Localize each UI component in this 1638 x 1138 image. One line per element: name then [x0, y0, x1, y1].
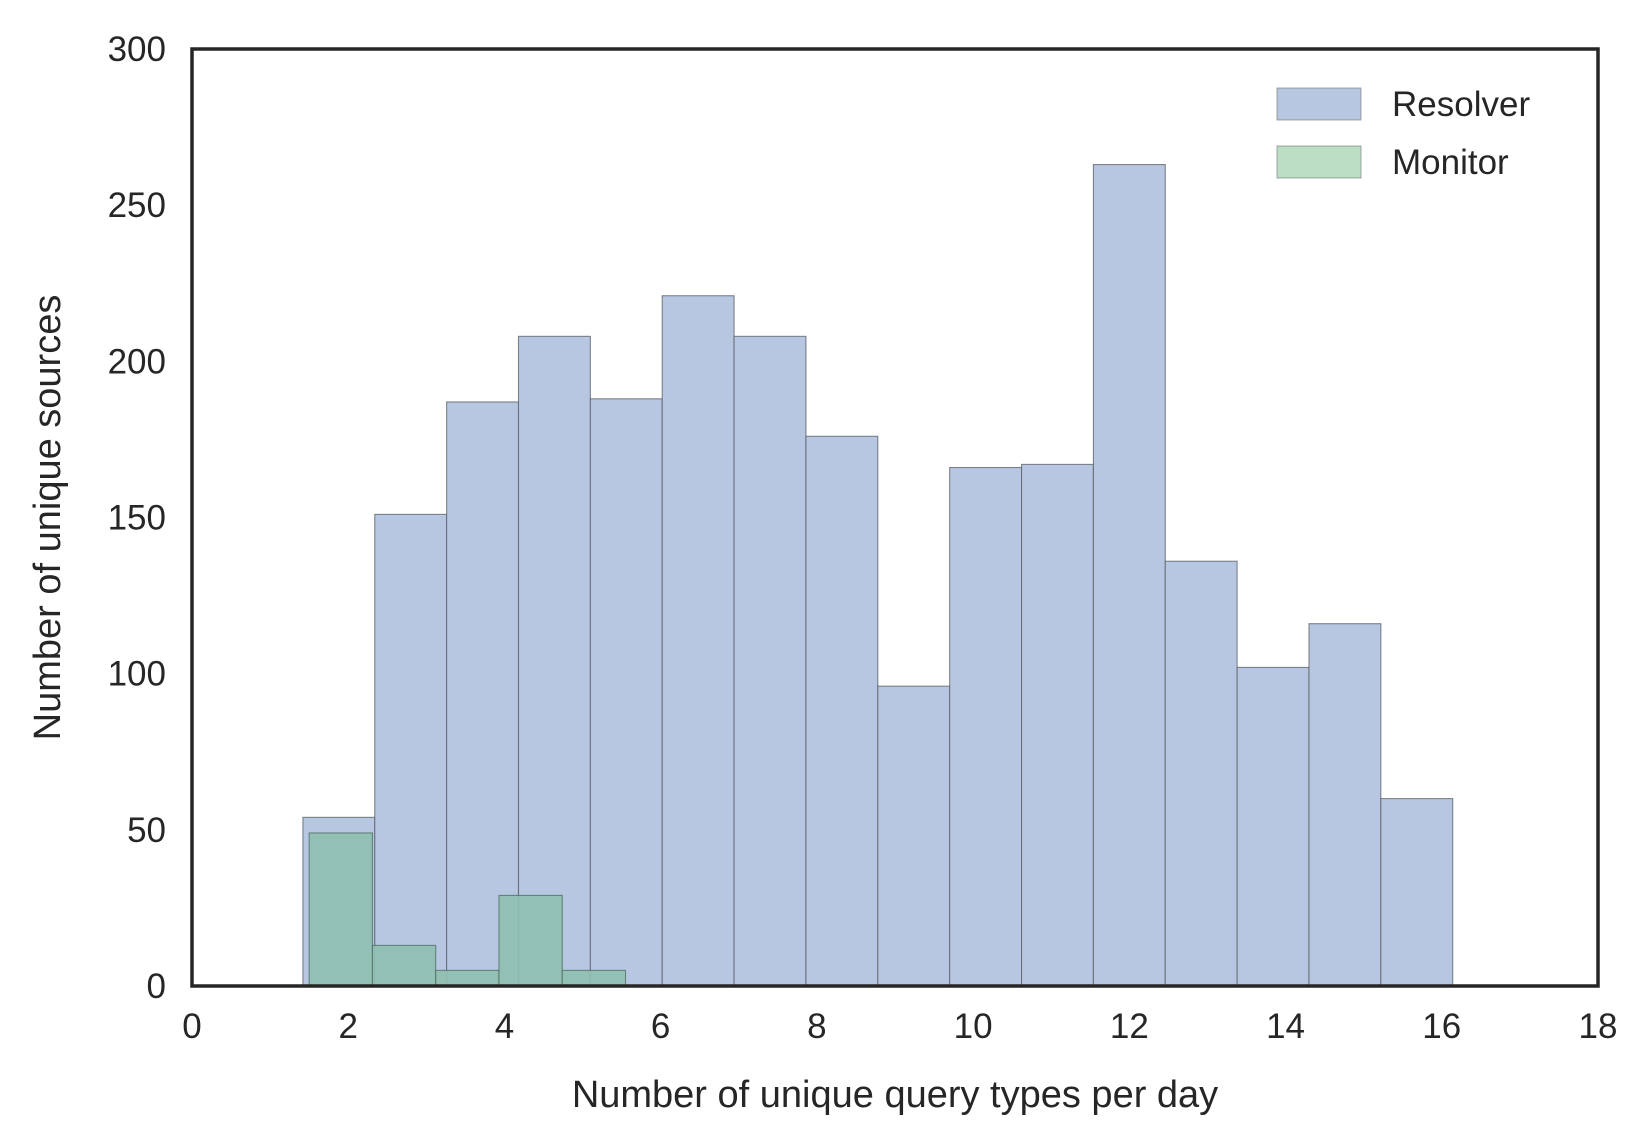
resolver-bar-6 [661, 295, 735, 987]
resolver-bar-8 [805, 435, 879, 987]
resolver-bar-16 [1380, 798, 1454, 987]
x-tick-label: 14 [1266, 1007, 1305, 1046]
monitor-bar-3 [435, 969, 500, 987]
y-tick-label: 50 [127, 811, 166, 850]
legend: Resolver Monitor [1276, 85, 1530, 182]
legend-label-resolver: Resolver [1392, 85, 1530, 124]
resolver-bar-3 [446, 401, 520, 987]
x-tick-label: 12 [1110, 1007, 1149, 1046]
resolver-bar-7 [733, 335, 807, 987]
x-tick-label: 16 [1422, 1007, 1461, 1046]
y-tick-label: 150 [108, 499, 166, 538]
x-tick-label: 8 [807, 1007, 826, 1046]
resolver-bar-12 [1092, 164, 1166, 987]
resolver-bar-9 [877, 685, 951, 987]
ticks-layer: 0 2 4 6 8 10 12 14 16 18 0 50 100 150 200 250 300 [108, 30, 1618, 1046]
monitor-bar-5 [561, 969, 627, 987]
y-tick-label: 0 [147, 967, 166, 1006]
x-tick-label: 6 [651, 1007, 670, 1046]
legend-label-monitor: Monitor [1392, 143, 1509, 182]
resolver-bar-2 [374, 513, 448, 987]
x-tick-label: 0 [182, 1007, 201, 1046]
y-tick-label: 200 [108, 342, 166, 381]
y-axis-label: Number of unique sources [27, 295, 69, 741]
monitor-bar-1 [308, 832, 373, 987]
y-tick-label: 100 [108, 655, 166, 694]
resolver-bar-13 [1164, 560, 1238, 987]
plot-frame [190, 47, 1600, 988]
resolver-bar-5 [589, 398, 663, 987]
resolver-bar-15 [1308, 623, 1382, 987]
resolver-bar-4 [517, 335, 591, 987]
x-tick-label: 2 [338, 1007, 357, 1046]
y-tick-label: 300 [108, 30, 166, 69]
x-tick-label: 10 [954, 1007, 993, 1046]
resolver-bar-11 [1020, 463, 1094, 987]
x-axis-label: Number of unique query types per day [572, 1074, 1218, 1116]
resolver-bar-14 [1236, 666, 1310, 987]
y-tick-label: 250 [108, 186, 166, 225]
legend-swatch-monitor [1276, 145, 1362, 179]
x-tick-label: 18 [1579, 1007, 1618, 1046]
x-tick-label: 4 [495, 1007, 514, 1046]
monitor-bar-4 [498, 894, 563, 987]
monitor-bar-2 [371, 944, 437, 987]
resolver-bar-10 [949, 466, 1023, 987]
bars-layer [302, 164, 1454, 987]
legend-swatch-resolver [1276, 87, 1362, 121]
